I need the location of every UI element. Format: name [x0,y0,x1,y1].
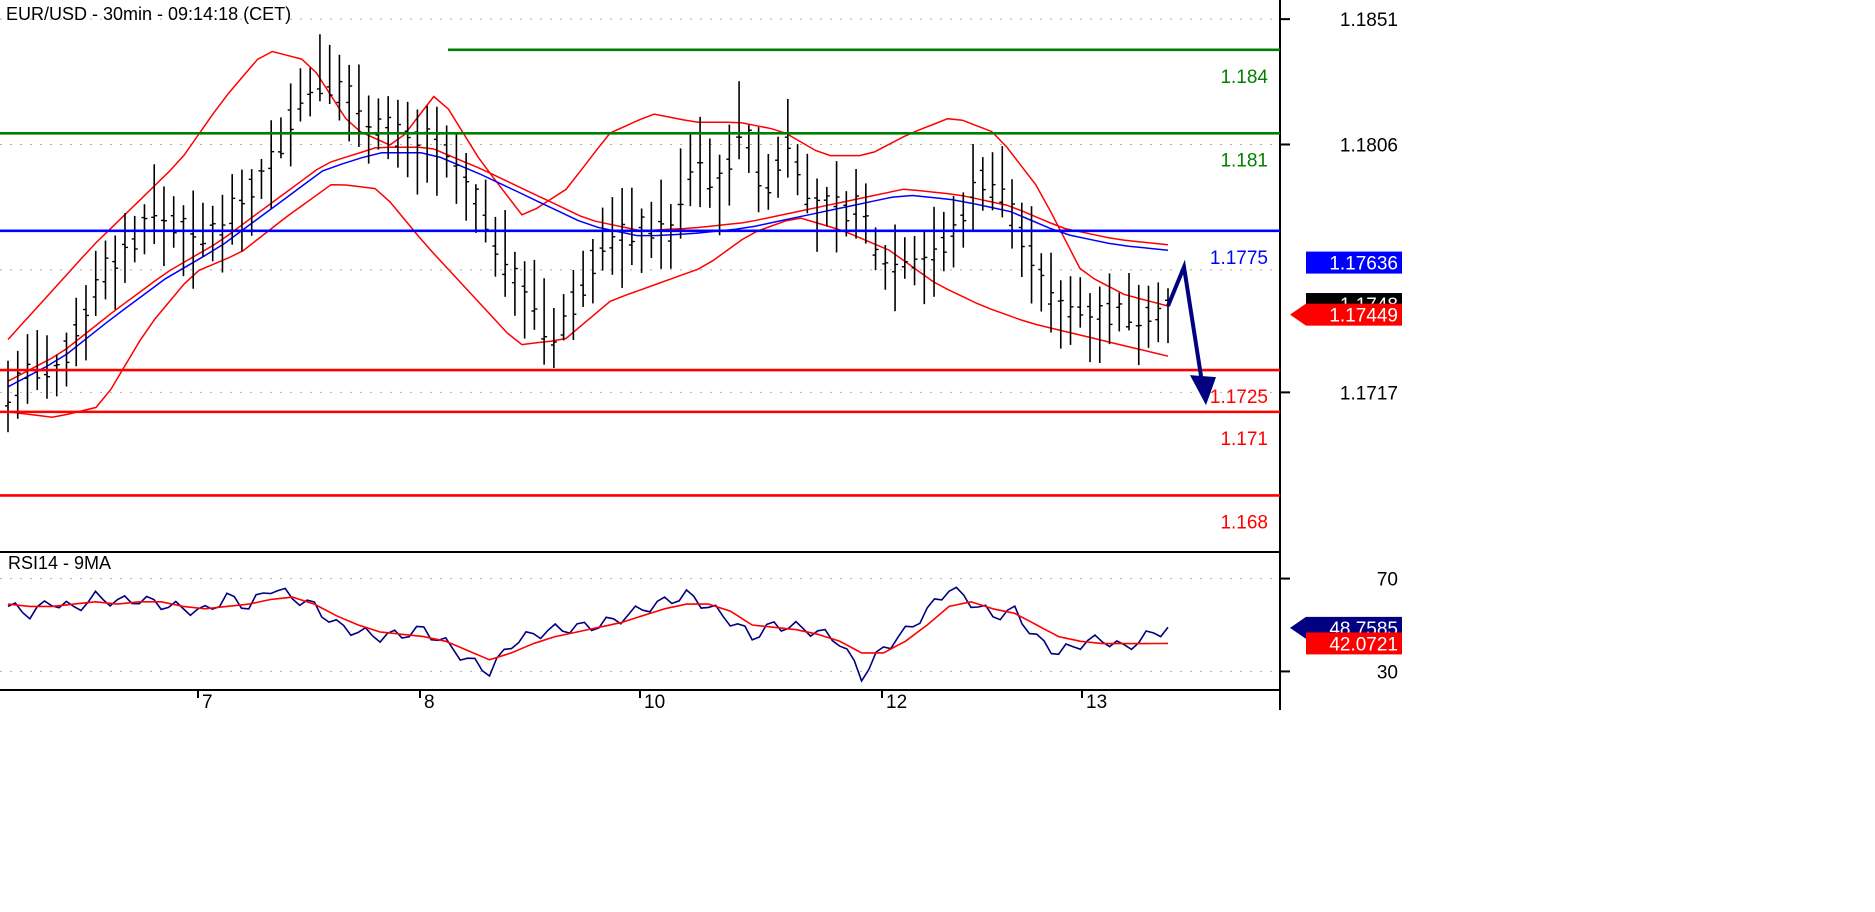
main-price-panel: 1.184 1.181 1.1775 1.1725 1.171 1.168 [0,0,1281,710]
x-tick-label: 13 [1086,692,1107,713]
level-label: 1.1775 [1210,248,1268,269]
main-grid [0,18,1280,393]
forecast-arrow-line [1166,259,1206,396]
forecast-arrow [1166,259,1216,406]
price-tag [1306,303,1402,326]
price-tag [1306,251,1402,274]
x-tick-label: 12 [886,692,907,713]
price-tag-label: 1.17449 [1329,306,1398,327]
rsi-tick-label: 30 [1377,662,1398,683]
level-label: 1.181 [1220,150,1268,171]
rsi-lines [7,586,1169,683]
forecast-arrow-head [1190,375,1216,406]
bollinger-bands [7,50,1169,418]
rsi-tag [1306,632,1402,655]
rsi-tag-pointer [1290,616,1306,639]
blue-moving-average [7,152,1169,388]
rsi-axis: 70 30 [1280,570,1398,683]
price-tag-label: 1.17636 [1329,254,1398,275]
y-tick-label: 1.1717 [1340,383,1398,404]
rsi-ma-line [7,596,1169,661]
time-axis: 7 8 10 12 13 [197,690,1107,713]
x-tick-label: 10 [644,692,665,713]
middle-band [7,146,1169,382]
lower-band [7,183,1169,418]
level-label: 1.1725 [1210,387,1268,408]
x-tick-label: 7 [202,692,213,713]
rsi-label: RSI14 - 9MA [8,553,111,573]
y-tick-label: 1.1806 [1340,135,1398,156]
chart-title: EUR/USD - 30min - 09:14:18 (CET) [6,4,291,24]
level-label: 1.171 [1220,429,1268,450]
price-tag-pointer [1290,303,1306,326]
price-axis: 1.1851 1.1806 1.1717 [1280,10,1398,404]
rsi-grid [0,578,1280,672]
level-label: 1.168 [1220,512,1268,533]
rsi-tick-label: 70 [1377,570,1398,591]
x-tick-label: 8 [424,692,435,713]
level-label: 1.184 [1220,67,1268,88]
upper-band [7,50,1169,341]
support-resistance-lines: 1.184 1.181 1.1775 1.1725 1.171 1.168 [0,48,1280,533]
rsi-line [7,586,1169,683]
y-tick-label: 1.1851 [1340,10,1398,31]
moving-average-line [7,152,1169,388]
rsi-tag-label: 42.0721 [1329,634,1398,655]
